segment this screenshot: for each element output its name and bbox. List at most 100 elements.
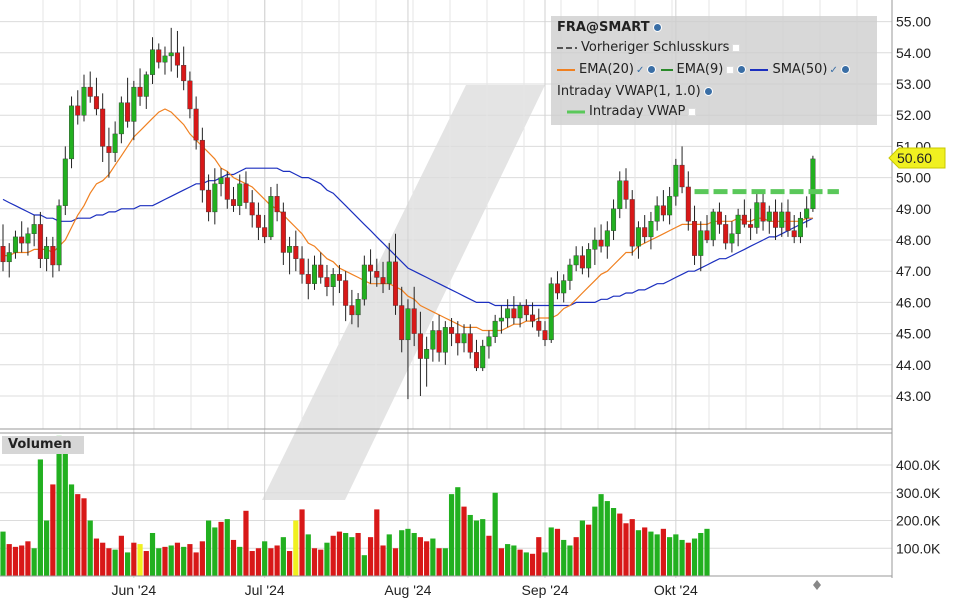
volume-bar bbox=[498, 548, 504, 576]
volume-bar bbox=[174, 542, 181, 576]
volume-bar bbox=[667, 537, 673, 576]
scroll-marker-icon[interactable] bbox=[813, 580, 821, 590]
candle-body bbox=[374, 271, 380, 278]
volume-bar bbox=[68, 484, 75, 576]
volume-bar bbox=[355, 532, 361, 576]
legend-sma50[interactable]: SMA(50) ✓ bbox=[750, 62, 850, 77]
visibility-square-icon[interactable] bbox=[726, 65, 735, 74]
volume-bar bbox=[592, 506, 598, 576]
candle-body bbox=[81, 86, 87, 116]
volume-bar bbox=[448, 494, 455, 576]
candle-body bbox=[766, 211, 772, 222]
settings-dot-icon[interactable] bbox=[737, 65, 747, 74]
volume-bar bbox=[336, 531, 343, 576]
candle-body bbox=[343, 280, 349, 306]
candle-body bbox=[218, 177, 224, 185]
volume-bar bbox=[536, 537, 542, 576]
candle-body bbox=[480, 345, 486, 369]
candle-body bbox=[611, 208, 617, 231]
candle-body bbox=[50, 246, 56, 266]
legend-vwap[interactable]: Intraday VWAP bbox=[567, 104, 697, 119]
candle-body bbox=[760, 202, 766, 222]
candle-body bbox=[797, 217, 803, 238]
candle-body bbox=[305, 274, 311, 284]
candle-body bbox=[187, 80, 193, 110]
candle-body bbox=[224, 177, 230, 200]
candle-body bbox=[181, 65, 187, 82]
legend-ema20[interactable]: EMA(20) ✓ bbox=[557, 62, 657, 77]
price-tick-label: 45.00 bbox=[896, 326, 931, 342]
volume-bar bbox=[75, 494, 81, 576]
volume-bar bbox=[230, 539, 237, 576]
candle-body bbox=[93, 96, 99, 110]
volume-bar bbox=[610, 508, 617, 576]
volume-bar bbox=[305, 534, 311, 576]
candle-body bbox=[692, 221, 698, 256]
candle-body bbox=[174, 52, 180, 66]
volume-bar bbox=[473, 520, 480, 576]
check-icon[interactable]: ✓ bbox=[636, 65, 645, 76]
price-tick-label: 55.00 bbox=[896, 14, 931, 30]
candle-body bbox=[249, 202, 255, 216]
volume-bar bbox=[399, 530, 405, 576]
visibility-square-icon[interactable] bbox=[732, 43, 741, 52]
settings-dot-icon[interactable] bbox=[652, 23, 662, 32]
candle-body bbox=[243, 183, 249, 203]
month-label: Sep '24 bbox=[521, 582, 568, 598]
candle-body bbox=[299, 258, 305, 275]
volume-bar bbox=[218, 521, 224, 576]
price-axis: 43.00 44.00 45.00 46.00 47.00 48.00 49.00 50.00… bbox=[896, 14, 931, 404]
settings-dot-icon[interactable] bbox=[647, 65, 657, 74]
candle-body bbox=[336, 274, 342, 281]
volume-bar bbox=[311, 548, 318, 576]
volume-bar bbox=[629, 519, 635, 576]
candle-body bbox=[386, 261, 392, 284]
volume-bar bbox=[162, 546, 168, 576]
legend-vwap-study[interactable]: Intraday VWAP(1, 1.0) bbox=[557, 84, 713, 99]
legend-ema9[interactable]: EMA(9) bbox=[660, 62, 747, 77]
dashed-line-icon bbox=[557, 46, 577, 49]
axes bbox=[0, 0, 893, 590]
candle-body bbox=[436, 330, 442, 353]
volume-bar bbox=[37, 459, 43, 576]
candle-body bbox=[106, 146, 112, 153]
candle-body bbox=[231, 199, 237, 206]
price-tick-label: 44.00 bbox=[896, 357, 931, 373]
green-line-icon bbox=[567, 110, 585, 113]
candle-body bbox=[19, 236, 25, 244]
volume-bar bbox=[199, 541, 205, 576]
price-tick-label: 49.00 bbox=[896, 201, 931, 217]
volume-bar bbox=[430, 538, 436, 576]
candle-body bbox=[349, 305, 355, 316]
check-icon[interactable]: ✓ bbox=[829, 65, 838, 76]
volume-bar bbox=[685, 542, 691, 576]
candle-body bbox=[143, 74, 149, 97]
candle-body bbox=[723, 224, 729, 244]
candle-body bbox=[654, 205, 660, 222]
settings-dot-icon[interactable] bbox=[703, 87, 713, 96]
legend-prev-close[interactable]: Vorheriger Schlusskurs bbox=[557, 40, 741, 55]
legend-instrument[interactable]: FRA@SMART bbox=[557, 20, 662, 35]
candle-body bbox=[461, 333, 467, 344]
volume-bar bbox=[193, 552, 199, 576]
volume-bar bbox=[324, 542, 330, 576]
settings-dot-icon[interactable] bbox=[840, 65, 850, 74]
candle-body bbox=[69, 105, 75, 160]
month-label: Jul '24 bbox=[245, 582, 285, 598]
candle-body bbox=[449, 327, 455, 334]
visibility-square-icon[interactable] bbox=[688, 107, 697, 116]
time-axis: Jun '24 Jul '24 Aug '24 Sep '24 Okt '24 bbox=[111, 582, 698, 598]
volume-bar bbox=[293, 520, 299, 576]
candle-body bbox=[199, 139, 205, 191]
legend-ema-row: EMA(20) ✓ EMA(9) SMA(50) ✓ bbox=[557, 62, 850, 77]
volume-bar bbox=[467, 514, 473, 576]
candle-body bbox=[100, 108, 106, 147]
volume-bar bbox=[125, 552, 131, 576]
candle-body bbox=[411, 308, 417, 334]
volume-bar bbox=[660, 528, 666, 576]
volume-bar bbox=[212, 527, 218, 576]
last-price-label: 50.60 bbox=[897, 150, 932, 166]
candle-body bbox=[623, 180, 629, 200]
volume-bar bbox=[268, 548, 274, 576]
